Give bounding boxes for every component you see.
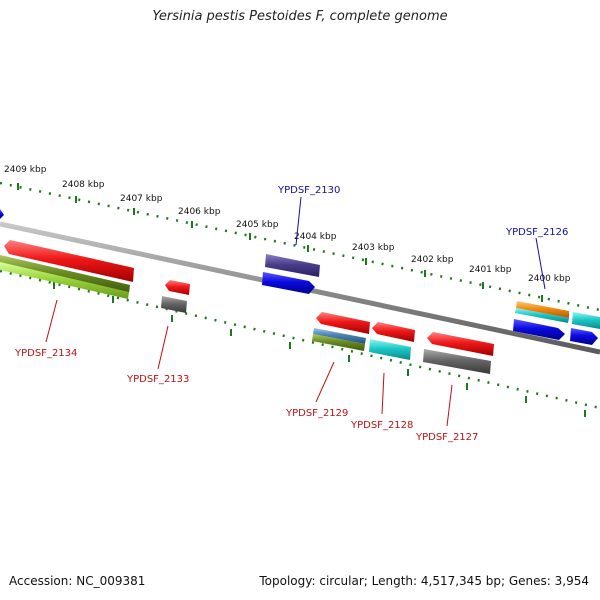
outer-major-ticks <box>17 183 543 302</box>
gene-label-2126: YPDSF_2126 <box>505 227 568 238</box>
gene-feature-grey-2127 <box>423 349 491 374</box>
map-title: Yersinia pestis Pestoides F, complete ge… <box>152 9 448 24</box>
leader-line-2134 <box>45 299 58 343</box>
leader-line-2128 <box>381 372 385 415</box>
gene-feature-red-2127 <box>427 332 494 356</box>
outer-scale-line <box>0 181 600 312</box>
scale-label-2408: 2408 kbp <box>62 180 105 190</box>
gene-feature-red-2133 <box>165 280 190 295</box>
gene-feature-red-2134 <box>4 240 134 282</box>
leader-line-2127 <box>446 384 453 427</box>
accession-text: Accession: NC_009381 <box>9 574 146 588</box>
scale-label-2403: 2403 kbp <box>352 243 395 253</box>
leader-line-2133 <box>157 325 169 370</box>
gene-feature-cyan-2128 <box>369 339 411 360</box>
gene-feature-grey-2133 <box>161 296 187 313</box>
inner-major-ticks <box>53 282 586 417</box>
gene-feature-olive-2134 <box>0 255 130 293</box>
gene-feature-steel-2129 <box>313 328 366 344</box>
leader-line-2129 <box>315 361 335 403</box>
gene-feature-cyan-edge <box>572 312 600 329</box>
scale-label-2402: 2402 kbp <box>411 255 454 265</box>
gene-feature-blue-edge-right <box>570 328 598 345</box>
gene-label-2128: YPDSF_2128 <box>350 420 413 431</box>
gene-feature-lime-2134 <box>0 262 129 299</box>
gene-feature-cyan-2126 <box>515 308 569 323</box>
scale-label-2400: 2400 kbp <box>528 274 571 284</box>
gene-feature-blue-2126 <box>513 319 565 340</box>
gene-label-2133: YPDSF_2133 <box>126 374 189 385</box>
leader-line-2126 <box>535 237 546 290</box>
gene-feature-olive-2129 <box>312 334 365 351</box>
scale-label-2407: 2407 kbp <box>120 194 163 204</box>
scale-label-2405: 2405 kbp <box>236 220 279 230</box>
scale-label-2406: 2406 kbp <box>178 207 221 217</box>
scale-label-2404: 2404 kbp <box>294 232 337 242</box>
gene-label-2130: YPDSF_2130 <box>277 185 340 196</box>
gene-feature-blue-2130b <box>262 272 315 294</box>
gene-label-2127: YPDSF_2127 <box>415 432 478 443</box>
gene-feature-navy-2130 <box>265 254 320 277</box>
gene-feature-orange-2126 <box>516 301 569 318</box>
gene-feature-red-2128 <box>372 322 415 342</box>
gene-feature-blue-edge <box>0 209 4 219</box>
genome-stats-text: Topology: circular; Length: 4,517,345 bp… <box>259 574 589 588</box>
gene-feature-red-2129 <box>316 312 370 334</box>
gene-label-2129: YPDSF_2129 <box>285 408 348 419</box>
scale-label-2401: 2401 kbp <box>469 265 512 275</box>
leader-line-2130 <box>295 196 302 246</box>
scale-label-2409: 2409 kbp <box>4 165 47 175</box>
gene-label-2134: YPDSF_2134 <box>14 348 77 359</box>
